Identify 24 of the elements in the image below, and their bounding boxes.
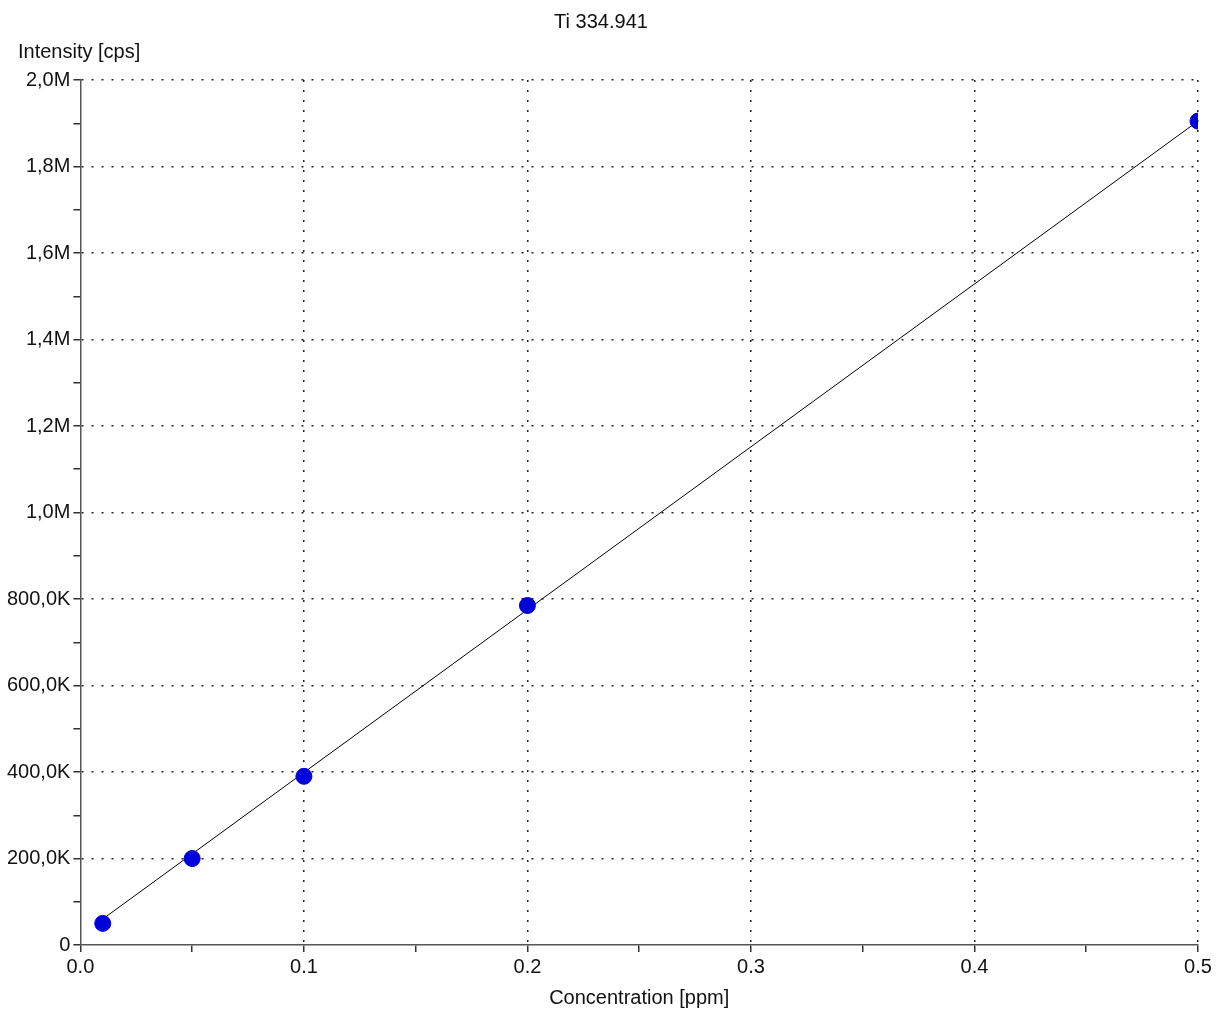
x-axis-title: Concentration [ppm] (549, 985, 730, 1008)
x-tick-label: 0.0 (66, 954, 95, 977)
x-tick-label: 0.3 (737, 954, 765, 977)
chart-title: Ti 334.941 (554, 9, 648, 32)
y-tick-label: 1,8M (25, 154, 71, 177)
x-tick-label: 0.5 (1184, 954, 1212, 977)
y-tick-label: 1,2M (25, 413, 71, 436)
point (518, 596, 536, 614)
y-tick-label: 1,6M (25, 240, 71, 263)
y-tick-label: 800,0K (7, 586, 72, 609)
y-tick-label: 1,4M (25, 327, 71, 350)
y-axis-title: Intensity [cps] (18, 39, 141, 62)
point (295, 767, 313, 785)
x-tick-label: 0.2 (513, 954, 542, 977)
y-tick-label: 400,0K (7, 759, 72, 782)
y-tick-label: 600,0K (7, 673, 72, 696)
point (94, 914, 112, 932)
y-tick-label: 0 (59, 932, 71, 955)
point (183, 850, 201, 867)
x-tick-label: 0.4 (960, 954, 989, 977)
x-tick-label: 0.1 (290, 954, 318, 977)
y-tick-label: 2,0M (25, 67, 71, 90)
y-tick-label: 200,0K (7, 846, 72, 869)
y-tick-label: 1,0M (25, 500, 71, 523)
